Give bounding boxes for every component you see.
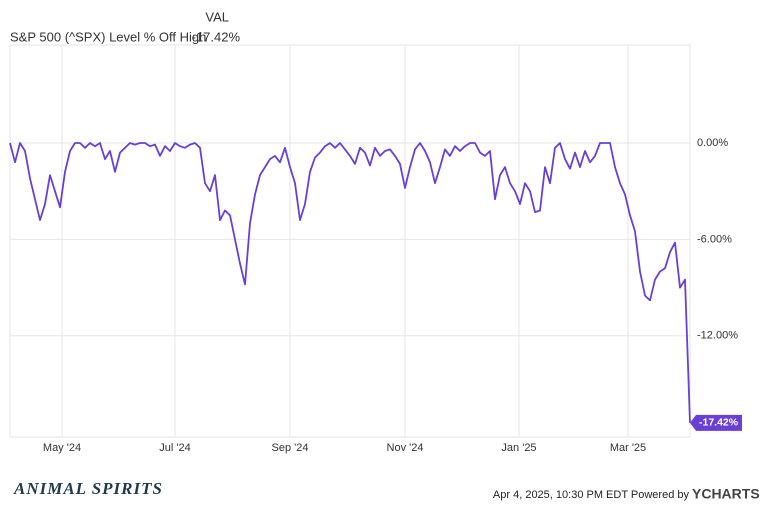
x-tick-label: Sep '24 bbox=[272, 442, 309, 454]
legend-name: S&P 500 (^SPX) Level % Off High bbox=[10, 29, 206, 44]
plot-frame bbox=[9, 44, 691, 438]
legend-value: -17.42% bbox=[192, 29, 241, 44]
x-tick-label: Nov '24 bbox=[387, 442, 424, 454]
x-tick-label: Mar '25 bbox=[610, 442, 646, 454]
y-tick-label: -6.00% bbox=[697, 233, 732, 245]
x-tick-label: Jan '25 bbox=[501, 442, 536, 454]
x-tick-label: May '24 bbox=[43, 442, 81, 454]
timestamp: Apr 4, 2025, 10:30 PM EDT Powered by bbox=[493, 489, 690, 501]
provider-logo: YCHARTS bbox=[692, 486, 760, 502]
x-tick-label: Jul '24 bbox=[159, 442, 190, 454]
end-label: -17.42% bbox=[690, 414, 742, 431]
line-series bbox=[9, 142, 691, 423]
brand-logo: ANIMAL SPIRITS bbox=[13, 479, 163, 498]
end-label-text: -17.42% bbox=[699, 417, 739, 429]
y-tick-label: -12.00% bbox=[697, 330, 738, 342]
end-label-box bbox=[690, 414, 742, 431]
y-tick-label: 0.00% bbox=[697, 137, 728, 149]
legend-header: VAL bbox=[205, 9, 229, 24]
